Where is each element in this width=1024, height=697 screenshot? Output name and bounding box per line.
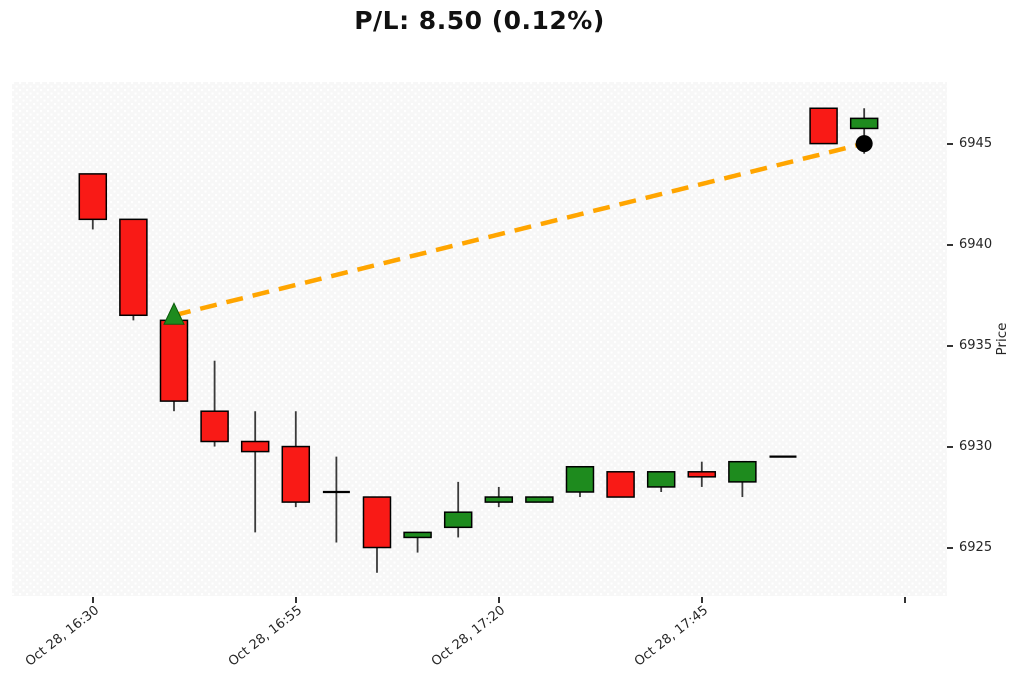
candle-body-down	[78, 173, 108, 221]
candle-body-down	[687, 471, 717, 478]
candle-body-up	[525, 496, 554, 503]
x-tick-label: Oct 28, 17:45	[631, 603, 712, 670]
x-tick-mark	[497, 597, 500, 603]
y-tick-label: 6930	[959, 438, 993, 454]
y-tick-mark	[947, 243, 953, 246]
y-tick-label: 6945	[959, 135, 993, 151]
y-tick-label: 6935	[959, 337, 993, 353]
candle-body-down	[119, 218, 148, 317]
candle-body-down	[606, 471, 635, 498]
candle-body-up	[484, 496, 514, 503]
x-tick-mark	[294, 597, 297, 603]
y-tick-label: 6925	[959, 539, 993, 555]
x-tick-label: Oct 28, 16:30	[22, 603, 103, 670]
x-tick-label: Oct 28, 17:20	[428, 603, 509, 670]
x-tick-mark	[903, 597, 906, 603]
candle-body-up	[403, 531, 432, 539]
candle-body-up	[646, 471, 676, 488]
candle-body-down	[159, 319, 189, 402]
x-tick-label: Oct 28, 16:55	[225, 603, 306, 670]
x-tick-mark	[700, 597, 703, 603]
candle-body-down	[240, 440, 270, 453]
y-tick-mark	[947, 445, 953, 448]
entry-triangle-marker	[163, 302, 185, 325]
chart-title: P/L: 8.50 (0.12%)	[354, 6, 605, 35]
candle-body-up	[443, 511, 473, 529]
candle-body-down	[281, 445, 311, 503]
candle-body-down	[809, 107, 838, 145]
x-tick-mark	[91, 597, 94, 603]
exit-circle-marker	[855, 135, 873, 153]
candle-body-down	[362, 496, 392, 549]
trade-dashed-line	[173, 141, 865, 318]
y-tick-mark	[947, 546, 953, 549]
plot-area	[12, 82, 947, 596]
candlestick-plot	[78, 107, 879, 573]
candle-body-down	[200, 410, 229, 443]
candle-body-up	[728, 460, 757, 483]
candle-body-up	[565, 465, 595, 493]
y-axis-title: Price	[994, 322, 1010, 356]
y-tick-label: 6940	[959, 236, 993, 252]
y-tick-mark	[947, 142, 953, 145]
y-tick-mark	[947, 344, 953, 347]
candle-body-up	[849, 117, 879, 130]
